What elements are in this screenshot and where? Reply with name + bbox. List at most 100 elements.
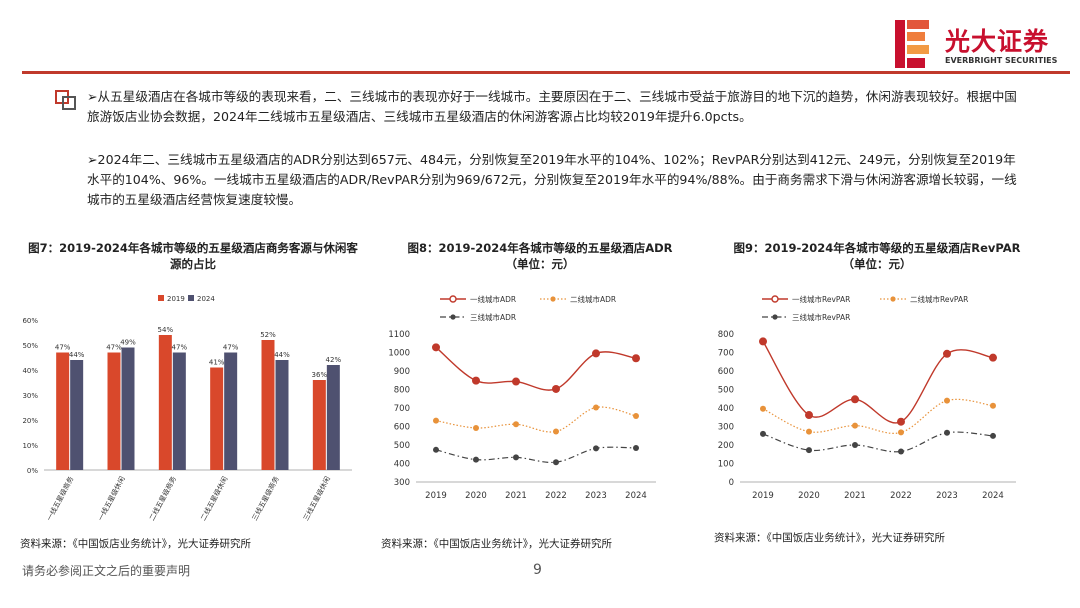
y-tick-label: 20% [22, 417, 38, 425]
brand-logo: 光大证券 EVERBRIGHT SECURITIES [893, 18, 1068, 70]
legend-label-2019: 2019 [167, 295, 185, 303]
data-point-二线城市ADR [593, 404, 599, 411]
x-tick-label: 2024 [625, 491, 647, 501]
fig7-title: 图7：2019-2024年各城市等级的五星级酒店商务客源与休闲客源的占比 [28, 241, 358, 271]
legend-marker-三线城市RevPAR [772, 314, 778, 320]
disclaimer-note: 请务必参阅正文之后的重要声明 [22, 564, 191, 578]
bar-value-label: 44% [69, 351, 85, 359]
data-point-一线城市RevPAR [805, 411, 813, 420]
bar-2024 [70, 360, 84, 470]
bar-value-label: 47% [172, 344, 188, 352]
bar-2024 [121, 347, 135, 470]
bar-value-label: 47% [55, 344, 71, 352]
data-point-三线城市RevPAR [806, 447, 812, 454]
data-point-一线城市RevPAR [897, 417, 905, 426]
section-bullet-icon [55, 90, 76, 110]
y-tick-label: 700 [718, 349, 734, 359]
y-tick-label: 900 [394, 367, 410, 377]
bar-2019 [158, 335, 172, 470]
bar-value-label: 47% [223, 344, 239, 352]
bar-value-label: 41% [209, 359, 225, 367]
data-point-一线城市RevPAR [943, 349, 951, 358]
bar-2024 [172, 352, 186, 470]
data-point-三线城市ADR [473, 456, 479, 463]
y-tick-label: 50% [22, 342, 38, 350]
data-point-二线城市RevPAR [852, 422, 858, 429]
data-point-三线城市ADR [633, 444, 639, 451]
fig9-title: 图9：2019-2024年各城市等级的五星级酒店RevPAR （单位：元） [712, 240, 1042, 272]
x-tick-label: 二线五星级商务 [147, 475, 178, 522]
data-point-二线城市ADR [473, 424, 479, 431]
bar-value-label: 47% [106, 344, 122, 352]
x-tick-label: 2023 [936, 491, 958, 501]
fig8-title: 图8：2019-2024年各城市等级的五星级酒店ADR （单位：元） [375, 240, 705, 272]
bullet-paragraph-2: ➢2024年二、三线城市五星级酒店的ADR分别达到657元、484元，分别恢复至… [87, 152, 1017, 207]
x-tick-label: 2024 [982, 491, 1004, 501]
data-point-二线城市RevPAR [990, 402, 996, 409]
data-point-三线城市RevPAR [760, 430, 766, 437]
x-tick-label: 2020 [465, 491, 487, 501]
bar-2019 [210, 367, 224, 470]
data-point-三线城市ADR [593, 445, 599, 452]
y-tick-label: 0 [729, 478, 734, 488]
page-number: 9 [533, 562, 542, 578]
x-tick-label: 一线五星级休闲 [96, 475, 127, 522]
bar-2019 [56, 352, 70, 470]
y-tick-label: 800 [394, 386, 410, 396]
series-line-一线城市RevPAR [762, 341, 994, 424]
legend-marker-一线城市RevPAR [771, 295, 779, 303]
data-point-一线城市ADR [512, 377, 520, 386]
bar-2019 [312, 380, 326, 470]
y-tick-label: 10% [22, 442, 38, 450]
bar-value-label: 36% [312, 371, 328, 379]
data-point-三线城市ADR [433, 446, 439, 453]
y-tick-label: 30% [22, 392, 38, 400]
series-line-三线城市RevPAR [762, 431, 994, 453]
data-point-二线城市ADR [553, 428, 559, 435]
series-line-二线城市ADR [435, 406, 637, 433]
x-tick-label: 2019 [425, 491, 447, 501]
legend-label-一线城市RevPAR: 一线城市RevPAR [792, 294, 850, 304]
x-tick-label: 2023 [585, 491, 607, 501]
data-point-一线城市ADR [472, 376, 480, 385]
legend-label-三线城市ADR: 三线城市ADR [470, 312, 516, 322]
y-tick-label: 200 [718, 441, 734, 451]
bar-2024 [224, 352, 238, 470]
x-tick-label: 2021 [505, 491, 527, 501]
data-point-三线城市ADR [513, 454, 519, 461]
y-tick-label: 40% [22, 367, 38, 375]
legend-label-三线城市RevPAR: 三线城市RevPAR [792, 312, 850, 322]
bar-2024 [275, 360, 289, 470]
brand-name-cn: 光大证券 [945, 27, 1050, 56]
legend-label-一线城市ADR: 一线城市ADR [470, 294, 516, 304]
fig9-title-line2: （单位：元） [842, 257, 912, 271]
x-tick-label: 2022 [545, 491, 567, 501]
y-tick-label: 800 [718, 330, 734, 340]
data-point-一线城市RevPAR [989, 353, 997, 362]
bar-2019 [107, 352, 121, 470]
y-tick-label: 300 [394, 478, 410, 488]
y-tick-label: 400 [718, 404, 734, 414]
data-point-三线城市ADR [553, 459, 559, 466]
data-point-一线城市ADR [432, 343, 440, 352]
y-tick-label: 600 [394, 423, 410, 433]
x-tick-label: 二线五星级休闲 [198, 475, 229, 522]
series-line-三线城市ADR [435, 446, 637, 464]
fig8-title-line1: 图8：2019-2024年各城市等级的五星级酒店ADR [407, 241, 673, 255]
legend-label-2024: 2024 [197, 295, 215, 303]
data-point-一线城市RevPAR [759, 337, 767, 346]
data-point-一线城市ADR [592, 349, 600, 358]
data-point-三线城市RevPAR [944, 429, 950, 436]
data-point-二线城市ADR [633, 412, 639, 419]
x-tick-label: 2019 [752, 491, 774, 501]
bar-2024 [326, 365, 340, 470]
x-tick-label: 三线五星级休闲 [301, 475, 332, 522]
y-tick-label: 500 [718, 386, 734, 396]
x-tick-label: 一线五星级商务 [44, 475, 75, 522]
x-tick-label: 2022 [890, 491, 912, 501]
legend-swatch-2019 [158, 295, 164, 301]
y-tick-label: 0% [27, 467, 38, 475]
everbright-logo-icon [895, 20, 929, 68]
fig7-bar-chart: 2019 20240%10%20%30%40%50%60%47%44%一线五星级商… [22, 295, 352, 522]
data-point-一线城市ADR [552, 384, 560, 393]
